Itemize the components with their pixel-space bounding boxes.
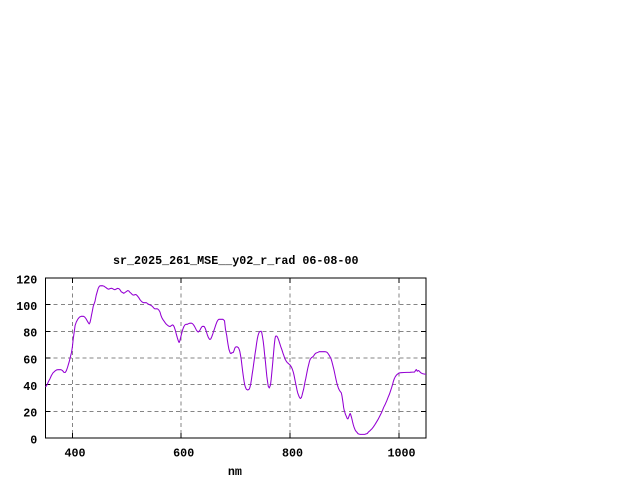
svg-text:100: 100 <box>16 300 37 314</box>
svg-text:600: 600 <box>173 447 194 461</box>
svg-text:80: 80 <box>23 327 37 341</box>
svg-text:sr_2025_261_MSE__y02_r_rad 06-: sr_2025_261_MSE__y02_r_rad 06-08-00 <box>113 254 358 268</box>
svg-text:40: 40 <box>23 380 37 394</box>
svg-text:nm: nm <box>228 465 242 479</box>
svg-text:60: 60 <box>23 353 37 367</box>
svg-text:800: 800 <box>282 447 303 461</box>
svg-text:1000: 1000 <box>387 447 415 461</box>
svg-text:0: 0 <box>30 433 37 447</box>
svg-text:120: 120 <box>16 273 37 287</box>
svg-text:400: 400 <box>64 447 85 461</box>
svg-text:20: 20 <box>23 407 37 421</box>
